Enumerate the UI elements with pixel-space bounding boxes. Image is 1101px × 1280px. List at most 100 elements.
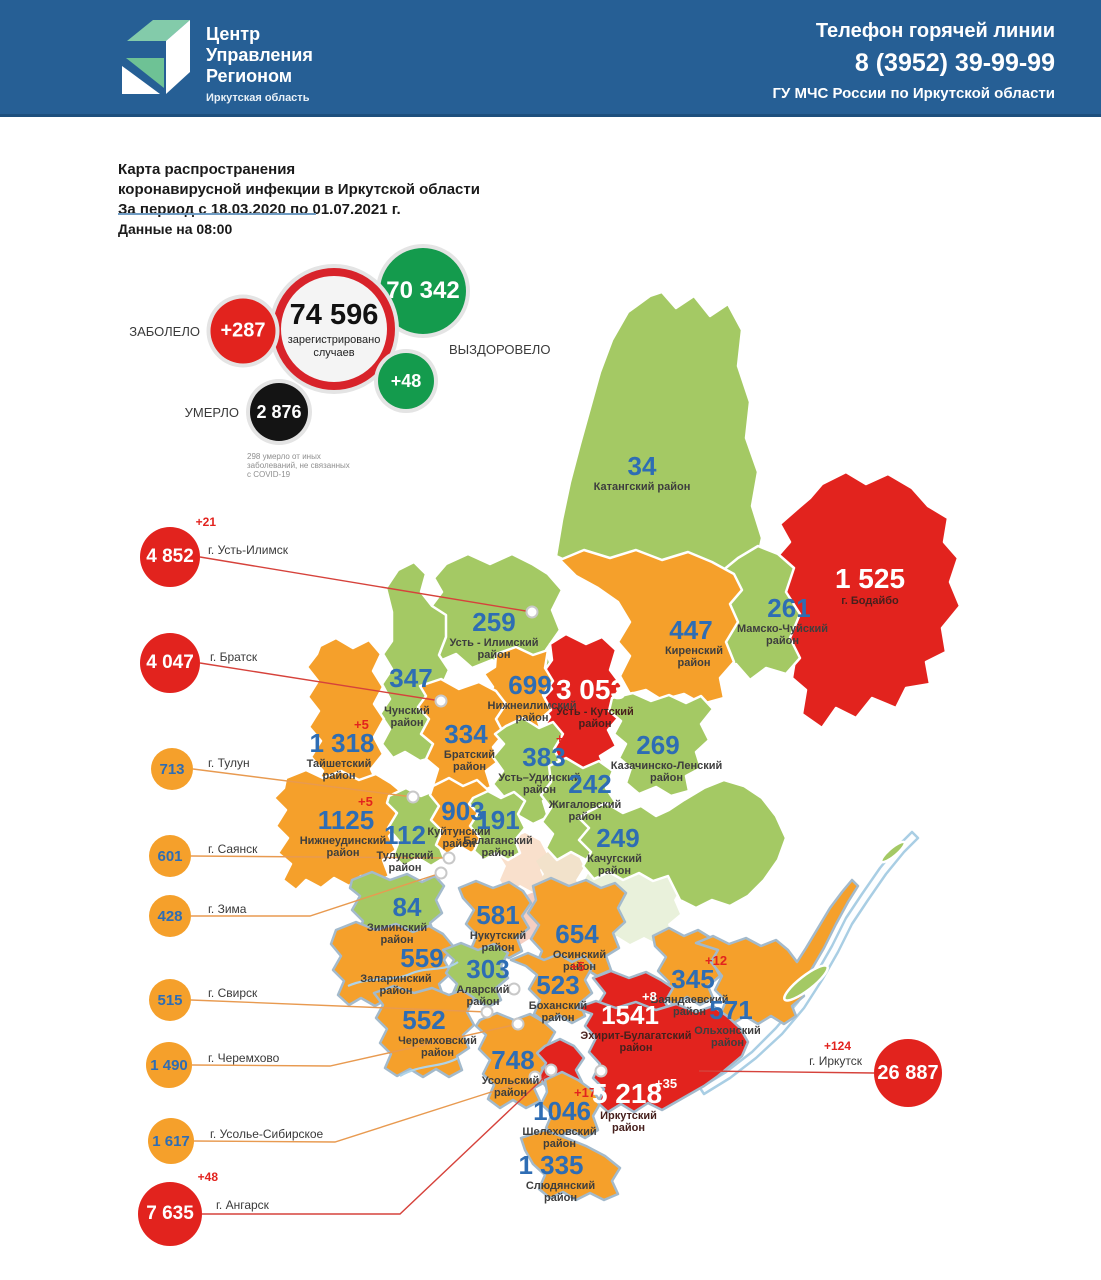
org-name-line3: Регионом bbox=[206, 66, 293, 86]
district-cases: 261 bbox=[767, 593, 811, 623]
district-kirensky-shape bbox=[558, 548, 744, 706]
river-line bbox=[399, 1057, 459, 1077]
city-circle-irkutsk: +124 26 887 bbox=[824, 1039, 942, 1107]
district-cases: 334 bbox=[444, 719, 488, 749]
district-bodaibo: 1 525 г. Бодайбо bbox=[790, 563, 950, 608]
registered-total-circle: 74 596 зарегистрировано случаев bbox=[273, 268, 395, 390]
district-name: Мамско-Чуйский район bbox=[736, 623, 829, 647]
city-circle-bratsk: 4 047 bbox=[140, 633, 200, 693]
district-delta: +5 bbox=[570, 959, 585, 974]
city-marker-dot bbox=[434, 694, 448, 708]
recovered-total-value: 70 342 bbox=[386, 277, 460, 304]
district-osinsky: 654 Осинский район bbox=[497, 921, 657, 973]
district-delta: +35 bbox=[655, 1076, 678, 1091]
district-delta: +12 bbox=[705, 953, 728, 968]
district-cases: 34 bbox=[627, 451, 657, 481]
district-ust-udinsky: +7 383 Усть–Удинский район bbox=[464, 731, 624, 796]
city-delta: +124 bbox=[824, 1039, 852, 1053]
district-cases: 112 bbox=[384, 820, 426, 850]
died-total-circle: 2 876 bbox=[250, 383, 308, 441]
district-cases: 447 bbox=[669, 615, 713, 645]
district-cases: 748 bbox=[491, 1045, 535, 1075]
city-cases: 713 bbox=[159, 760, 185, 778]
district-cases: 654 bbox=[555, 919, 599, 949]
district-name: г. Бодайбо bbox=[841, 595, 899, 607]
district-usolsky: 748 Усольский район bbox=[433, 1047, 593, 1099]
district-zhigalovsky: 242 Жигаловский район bbox=[510, 771, 670, 823]
city-circle-zima: 428 bbox=[149, 895, 191, 937]
city-circle-ust-ilimsk: +21 4 852 bbox=[140, 515, 216, 587]
city-marker-dot bbox=[528, 1070, 542, 1084]
org-region: Иркутская область bbox=[206, 92, 310, 104]
district-delta: +5 bbox=[354, 717, 369, 732]
district-alarsky: 303 Аларский район bbox=[408, 956, 568, 1008]
district-bokhansky: +5 523 Боханский район bbox=[478, 959, 638, 1024]
city-name: г. Зима bbox=[208, 902, 247, 916]
district-name: Качугский район bbox=[587, 853, 642, 877]
district-cases: 1 525 bbox=[834, 563, 906, 594]
district-chunsky: 347 Чунский район bbox=[331, 665, 491, 729]
title-underline bbox=[118, 213, 316, 215]
leader-line-sayansk bbox=[190, 855, 450, 859]
city-cases: 4 047 bbox=[146, 652, 194, 673]
city-marker-dot bbox=[525, 605, 539, 619]
hotline-org: ГУ МЧС России по Иркутской области bbox=[772, 85, 1055, 102]
city-marker-dot bbox=[442, 851, 456, 865]
district-slyudyansky-shape bbox=[519, 1128, 622, 1202]
district-name: Катангский район bbox=[593, 481, 691, 493]
district-cases: 1046 bbox=[533, 1096, 591, 1126]
district-ziminsky: 84 Зиминский район bbox=[327, 894, 487, 946]
district-cases: 259 bbox=[472, 607, 516, 637]
city-circle-svirsk: 515 bbox=[149, 979, 191, 1021]
district-name: Тулунский район bbox=[376, 850, 434, 874]
district-cases: 581 bbox=[476, 900, 520, 930]
district-bayandaevsky: +12 345 Баяндаевский район bbox=[613, 953, 773, 1018]
district-cases: 249 bbox=[596, 823, 640, 853]
district-name: Усть - Кутский район bbox=[556, 706, 634, 730]
district-name: Аларский район bbox=[456, 984, 510, 1008]
district-delta: +5 bbox=[358, 794, 373, 809]
district-usolsky-shape bbox=[474, 1011, 557, 1110]
sick-delta-value: +287 bbox=[220, 319, 266, 342]
district-name: Тайшетский район bbox=[306, 758, 372, 782]
city-circle-sayansk: 601 bbox=[149, 835, 191, 877]
district-cases: 269 bbox=[636, 730, 680, 760]
district-cases: 383 bbox=[522, 742, 566, 772]
district-kirensky: 447 Киренский район bbox=[611, 617, 771, 669]
district-name: Баяндаевский район bbox=[650, 994, 729, 1018]
recovered-delta-circle: +48 bbox=[378, 353, 434, 409]
city-marker-dot bbox=[511, 1017, 525, 1031]
district-balagansky: 191 Балаганский район bbox=[418, 807, 578, 859]
district-name: Жигаловский район bbox=[548, 799, 622, 823]
district-kachugsky-shape bbox=[577, 778, 788, 910]
district-delta: +8 bbox=[642, 989, 657, 1004]
district-kazachinsko-lensky: 269 Казачинско-Ленский район bbox=[578, 732, 738, 784]
district-name: Нижнеилимский район bbox=[487, 700, 577, 724]
district-name: Осинский район bbox=[552, 949, 607, 973]
district-name: Черемховский район bbox=[398, 1035, 477, 1059]
district-katangsky-shape bbox=[554, 290, 764, 576]
district-cases: 903 bbox=[441, 796, 485, 826]
city-name: г. Тулун bbox=[208, 756, 250, 770]
district-taishetsky: +5 1 318 Тайшетский район bbox=[262, 717, 422, 782]
district-bratsky: 334 Братский район bbox=[386, 721, 546, 773]
district-cases: 571 bbox=[709, 995, 753, 1025]
district-name: Эхирит-Булагатский район bbox=[580, 1030, 692, 1054]
city-name: г. Усолье-Сибирское bbox=[210, 1127, 324, 1141]
district-name: Чунский район bbox=[384, 705, 430, 729]
district-cases: 3 053 bbox=[555, 674, 627, 705]
district-kuitunsky: 903 Куйтунский район bbox=[383, 798, 543, 850]
died-label: УМЕРЛО bbox=[184, 405, 239, 420]
city-circle-angarsk: +48 7 635 bbox=[138, 1170, 218, 1246]
city-cases: 601 bbox=[157, 847, 183, 865]
city-circle-tulun: 713 bbox=[151, 748, 193, 790]
header-bar: Центр Управления Регионом Иркутская обла… bbox=[0, 0, 1101, 117]
district-ekhirit-bulagatsky: +8 1541 Эхирит-Булагатский район bbox=[550, 989, 710, 1054]
city-name: г. Саянск bbox=[208, 842, 258, 856]
district-nukutsky: 581 Нукутский район bbox=[418, 902, 578, 954]
district-name: Нижнеудинский район bbox=[299, 835, 387, 859]
leader-line-angarsk bbox=[202, 1070, 552, 1215]
district-name: Усть–Удинский район bbox=[498, 772, 581, 796]
district-name: Казачинско-Ленский район bbox=[610, 760, 723, 784]
district-name: Балаганский район bbox=[463, 835, 533, 859]
